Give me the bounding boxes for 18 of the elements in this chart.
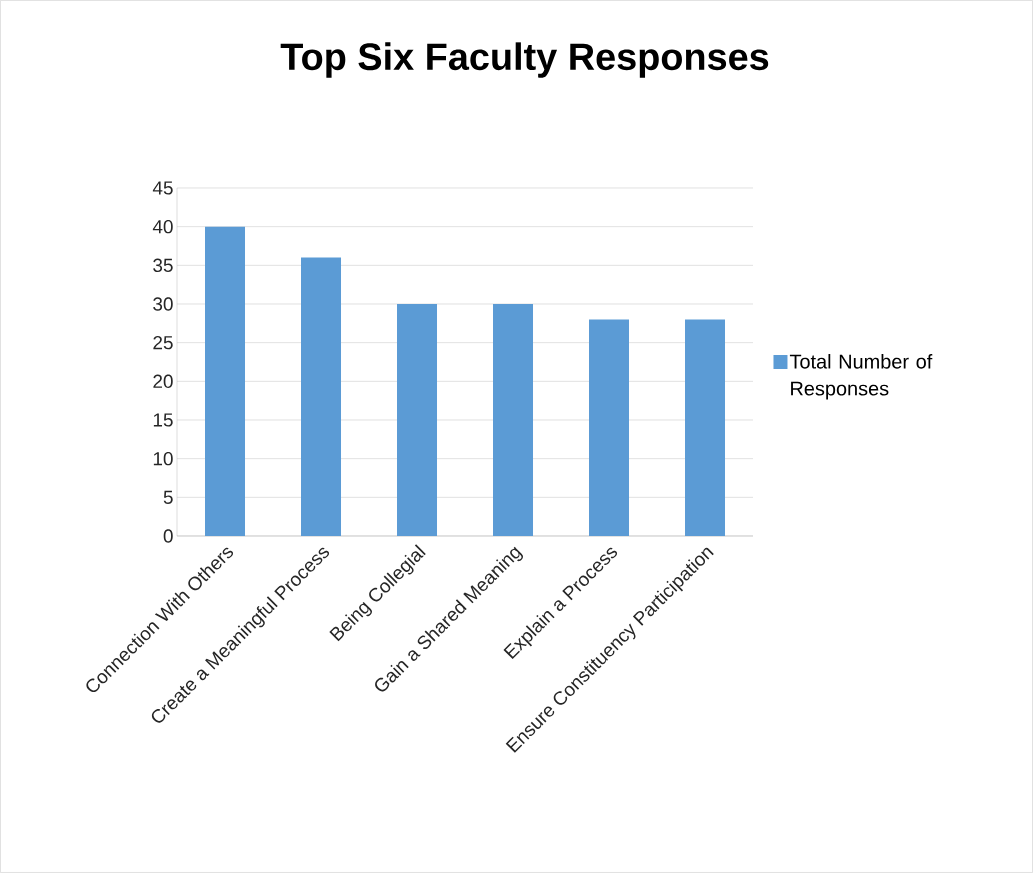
y-tick-label: 0 — [163, 529, 173, 543]
chart-title: Top Six Faculty Responses — [280, 42, 769, 78]
bar — [493, 303, 534, 536]
y-tick-label: 25 — [153, 335, 173, 350]
bar — [301, 257, 342, 536]
bar — [397, 303, 438, 536]
legend-label: Total Number of Responses — [789, 354, 933, 400]
y-tick-label: 10 — [153, 451, 173, 466]
y-tick-label: 15 — [153, 413, 173, 427]
y-tick-label: 35 — [153, 258, 173, 273]
bar — [589, 319, 630, 536]
y-tick-label: 30 — [153, 297, 173, 311]
y-tick-label: 45 — [152, 181, 173, 195]
y-tick-label: 40 — [152, 219, 173, 234]
y-tick-label: 5 — [163, 490, 173, 504]
bar — [205, 226, 246, 536]
bar — [685, 319, 726, 536]
y-tick-label: 20 — [153, 374, 173, 389]
